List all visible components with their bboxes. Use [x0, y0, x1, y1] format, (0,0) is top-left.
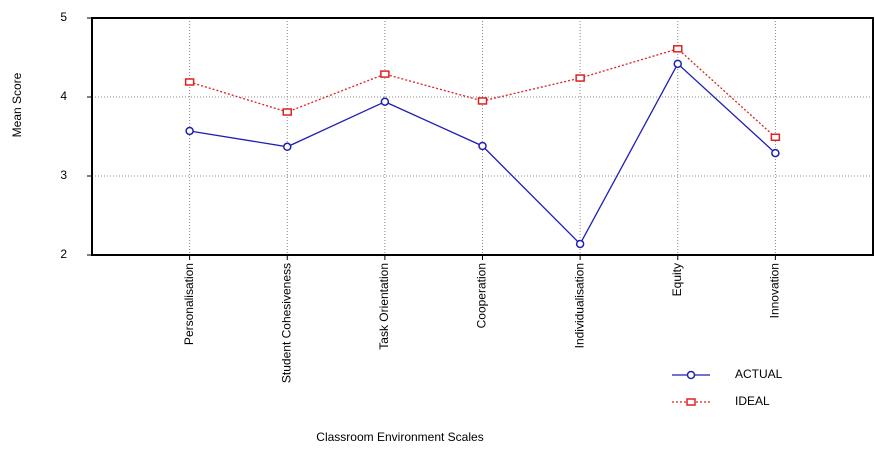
y-tick-label: 2 — [60, 247, 67, 261]
point — [686, 370, 696, 380]
y-axis-title: Mean Score — [10, 72, 24, 137]
point — [771, 148, 780, 158]
x-tick-label: Task Orientation — [377, 263, 391, 350]
point — [282, 108, 292, 116]
point — [185, 126, 194, 136]
x-tick-label: Student Cohesiveness — [279, 263, 293, 383]
point — [575, 239, 585, 249]
plot-frame — [91, 17, 874, 256]
x-tick-label: Personalisation — [182, 263, 196, 345]
point — [673, 45, 683, 53]
x-tick-label: Individualisation — [572, 263, 586, 348]
y-tick-label: 5 — [60, 10, 67, 24]
x-axis-title: Classroom Environment Scales — [316, 430, 483, 444]
y-tick-label: 3 — [60, 168, 67, 182]
y-tick-label: 4 — [60, 89, 67, 103]
x-tick-label: Cooperation — [475, 263, 489, 328]
point — [283, 142, 292, 152]
x-tick-label: Innovation — [768, 263, 782, 318]
x-tick-label: Equity — [670, 263, 684, 296]
point — [477, 97, 488, 105]
point — [380, 70, 390, 78]
point — [478, 141, 487, 151]
point — [770, 133, 781, 142]
legend-label: ACTUAL — [735, 367, 783, 381]
point — [686, 398, 696, 406]
point — [184, 78, 195, 86]
legend-label: IDEAL — [735, 394, 770, 408]
point — [380, 97, 390, 106]
point — [673, 59, 682, 69]
point — [575, 74, 585, 82]
